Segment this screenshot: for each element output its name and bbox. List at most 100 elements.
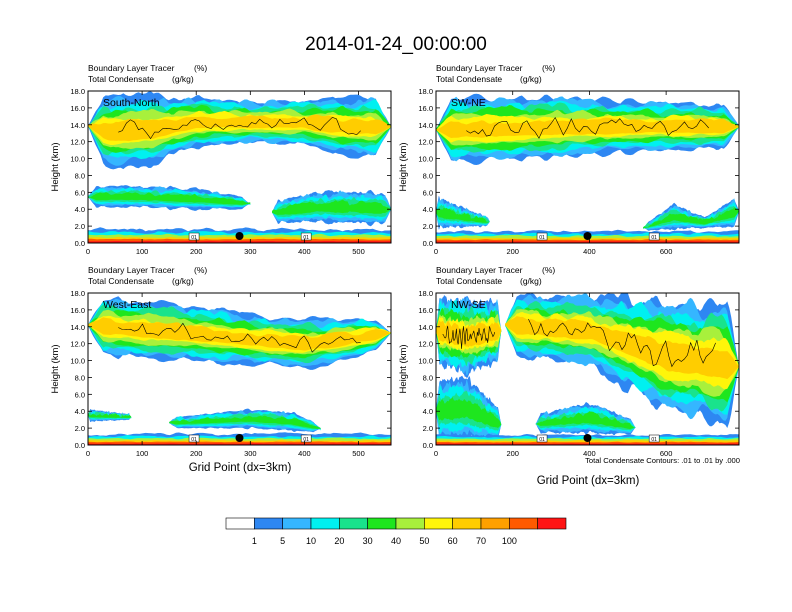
x-axis-label-right: Grid Point (dx=3km)	[537, 475, 640, 487]
contour-label-box	[188, 434, 200, 443]
y-axis-label: Height (km)	[50, 142, 61, 191]
panel-frame	[435, 90, 740, 244]
panel-sw-ne: 01 01 SW-NE Boundary Layer Tracer (%) Total C…	[398, 63, 740, 256]
subtitle-tracer: Boundary Layer Tracer	[436, 63, 523, 73]
contour-label-box	[648, 434, 660, 443]
contour-label-box	[300, 232, 312, 241]
x-tick-label: 400	[298, 247, 311, 256]
y-tick-label: 10.0	[70, 357, 85, 366]
colorbar-label: 40	[391, 536, 401, 546]
subtitle-condensate: Total Condensate	[88, 74, 154, 84]
contour-label: 01	[191, 437, 197, 443]
subtitle-tracer-unit: (%)	[542, 265, 555, 275]
y-tick-label: 14.0	[418, 323, 433, 332]
contour-note: Total Condensate Contours: .01 to .01 by…	[585, 456, 740, 465]
x-tick-label: 100	[136, 247, 149, 256]
y-tick-label: 0.0	[423, 239, 433, 248]
anvil-band-0-level-7	[88, 317, 391, 351]
y-tick-label: 0.0	[75, 239, 85, 248]
x-tick-label: 300	[244, 449, 257, 458]
contour-label: 01	[539, 437, 545, 443]
y-tick-label: 4.0	[75, 407, 85, 416]
x-tick-label: 600	[660, 247, 673, 256]
y-tick-label: 8.0	[423, 171, 433, 180]
tracer-field: 01 01	[88, 293, 391, 445]
subtitle-condensate: Total Condensate	[436, 74, 502, 84]
y-tick-label: 8.0	[423, 373, 433, 382]
subtitle-tracer: Boundary Layer Tracer	[88, 265, 175, 275]
colorbar-label: 100	[502, 536, 517, 546]
colorbar-box-4	[339, 517, 368, 530]
condensate-contour-0	[118, 322, 361, 353]
y-tick-label: 0.0	[75, 441, 85, 450]
mid-band-0-level-4	[436, 397, 502, 428]
colorbar-label: 60	[448, 536, 458, 546]
subtitle-condensate: Total Condensate	[436, 276, 502, 286]
subtitle-condensate-unit: (g/kg)	[520, 276, 542, 286]
contour-label-box	[536, 434, 548, 443]
subtitle-tracer-unit: (%)	[194, 63, 207, 73]
condensate-contour-1	[528, 318, 716, 368]
mid-band-0-level-4	[88, 192, 251, 205]
colorbar: 1 5 10 20 30 40 50 60 70 100	[225, 517, 567, 546]
y-tick-label: 18.0	[70, 289, 85, 298]
subtitle-tracer: Boundary Layer Tracer	[88, 63, 175, 73]
contour-label-box	[536, 232, 548, 241]
contour-label: 01	[303, 235, 309, 241]
anvil-band-0-level-7	[88, 114, 391, 142]
mid-band-1-level-4	[169, 415, 321, 429]
x-tick-label: 200	[190, 247, 203, 256]
subtitle-condensate-unit: (g/kg)	[172, 276, 194, 286]
mid-band-1-level-4	[643, 207, 739, 229]
y-tick-label: 10.0	[70, 155, 85, 164]
panel-frame	[435, 292, 740, 446]
x-tick-label: 0	[86, 449, 90, 458]
x-tick-label: 200	[506, 247, 519, 256]
x-tick-label: 0	[86, 247, 90, 256]
anvil-band-0-level-7	[436, 320, 502, 348]
colorbar-box-1	[254, 517, 283, 530]
y-tick-label: 2.0	[75, 424, 85, 433]
colorbar-box-11	[537, 517, 567, 530]
x-tick-label: 0	[434, 247, 438, 256]
colorbar-label: 5	[280, 536, 285, 546]
x-tick-label: 400	[298, 449, 311, 458]
y-tick-label: 14.0	[70, 323, 85, 332]
y-tick-label: 2.0	[423, 424, 433, 433]
y-tick-label: 6.0	[75, 390, 85, 399]
y-tick-label: 18.0	[418, 87, 433, 96]
panel-frame	[87, 292, 392, 446]
y-tick-label: 12.0	[70, 138, 85, 147]
subtitle-condensate: Total Condensate	[88, 276, 154, 286]
colorbar-label: 20	[334, 536, 344, 546]
anvil-band-1-level-7	[505, 316, 739, 380]
y-axis-label: Height (km)	[398, 142, 409, 191]
colorbar-label: 1	[252, 536, 257, 546]
colorbar-label: 70	[476, 536, 486, 546]
tracer-field: 01 01	[436, 91, 739, 243]
y-tick-label: 4.0	[423, 205, 433, 214]
y-tick-label: 8.0	[75, 373, 85, 382]
mid-band-0-level-4	[88, 413, 132, 418]
y-tick-label: 14.0	[70, 121, 85, 130]
y-tick-label: 16.0	[418, 306, 433, 315]
colorbar-label: 10	[306, 536, 316, 546]
colorbar-box-8	[452, 517, 482, 530]
subtitle-tracer: Boundary Layer Tracer	[436, 265, 523, 275]
x-tick-label: 500	[352, 247, 365, 256]
colorbar-box-7	[424, 517, 453, 530]
x-tick-label: 400	[583, 247, 596, 256]
mid-band-0-level-4	[436, 207, 490, 223]
x-tick-label: 300	[244, 247, 257, 256]
y-tick-label: 2.0	[423, 222, 433, 231]
y-axis-label: Height (km)	[398, 344, 409, 393]
y-tick-label: 18.0	[70, 87, 85, 96]
y-tick-label: 12.0	[70, 340, 85, 349]
y-tick-label: 8.0	[75, 171, 85, 180]
x-tick-label: 100	[136, 449, 149, 458]
x-tick-label: 400	[583, 449, 596, 458]
panel-label: NW-SE	[451, 299, 486, 311]
location-marker	[235, 232, 244, 240]
panel-west-east: 01 01 West-East Boundary Layer Tracer (%) Tot…	[50, 265, 392, 458]
